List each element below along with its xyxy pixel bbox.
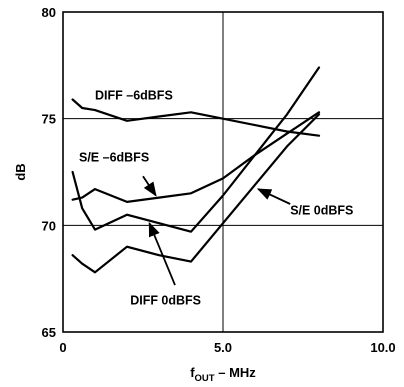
series-label-diff-6dbfs: DIFF –6dBFS <box>95 88 173 102</box>
plot-frame <box>62 11 384 333</box>
series-label-s-e-6dbfs: S/E –6dBFS <box>79 150 149 164</box>
series-layer <box>71 66 321 274</box>
x-axis-label: fOUT – MHz <box>190 365 256 384</box>
x-tick-label-5-0: 5.0 <box>214 340 232 355</box>
x-tick-label-0: 0 <box>59 340 66 355</box>
y-tick-label-65: 65 <box>42 325 56 340</box>
series-line-diff-0dbfs <box>71 113 321 274</box>
series-line-diff-6dbfs <box>71 98 321 137</box>
series-label-diff-0dbfs: DIFF 0dBFS <box>130 293 201 307</box>
y-tick-label-80: 80 <box>42 5 56 20</box>
series-annotations: DIFF –6dBFS S/E –6dBFS S/E 0dBFS DIFF 0dBFS <box>79 88 353 307</box>
annotation-arrow-s-e-0dbfs <box>256 188 291 205</box>
plot-border <box>62 11 384 333</box>
grid-layer <box>63 12 383 332</box>
series-label-s-e-0dbfs: S/E 0dBFS <box>290 204 353 218</box>
x-tick-label-10-0: 10.0 <box>370 340 395 355</box>
series-line-s-e-6dbfs <box>71 111 321 203</box>
y-axis-label: dB <box>13 163 28 180</box>
y-tick-label-75: 75 <box>42 112 56 127</box>
annotation-arrow-diff-0dbfs <box>148 221 176 286</box>
tick-labels: 0 5.0 10.0 65 70 75 80 <box>42 5 396 355</box>
y-tick-label-70: 70 <box>42 218 56 233</box>
series-line-s-e-0dbfs <box>71 66 321 233</box>
annotation-arrow-s-e-6dbfs <box>142 175 157 197</box>
axis-labels: dB fOUT – MHz <box>13 163 256 384</box>
